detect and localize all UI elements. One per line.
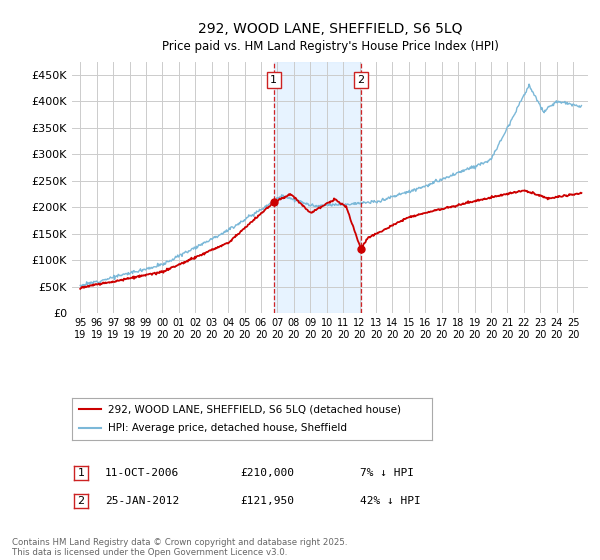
Text: £121,950: £121,950 (240, 496, 294, 506)
Text: 1: 1 (270, 75, 277, 85)
Text: 7% ↓ HPI: 7% ↓ HPI (360, 468, 414, 478)
Text: 292, WOOD LANE, SHEFFIELD, S6 5LQ (detached house): 292, WOOD LANE, SHEFFIELD, S6 5LQ (detac… (108, 404, 401, 414)
Bar (274, 62, 361, 314)
Text: 25-JAN-2012: 25-JAN-2012 (105, 496, 179, 506)
Text: 292, WOOD LANE, SHEFFIELD, S6 5LQ: 292, WOOD LANE, SHEFFIELD, S6 5LQ (198, 22, 462, 36)
Text: Contains HM Land Registry data © Crown copyright and database right 2025.
This d: Contains HM Land Registry data © Crown c… (12, 538, 347, 557)
Text: 2: 2 (357, 75, 364, 85)
Text: 42% ↓ HPI: 42% ↓ HPI (360, 496, 421, 506)
Text: 11-OCT-2006: 11-OCT-2006 (105, 468, 179, 478)
Text: HPI: Average price, detached house, Sheffield: HPI: Average price, detached house, Shef… (108, 423, 347, 433)
Text: £210,000: £210,000 (240, 468, 294, 478)
Text: 1: 1 (77, 468, 85, 478)
Text: Price paid vs. HM Land Registry's House Price Index (HPI): Price paid vs. HM Land Registry's House … (161, 40, 499, 53)
Text: 2: 2 (77, 496, 85, 506)
